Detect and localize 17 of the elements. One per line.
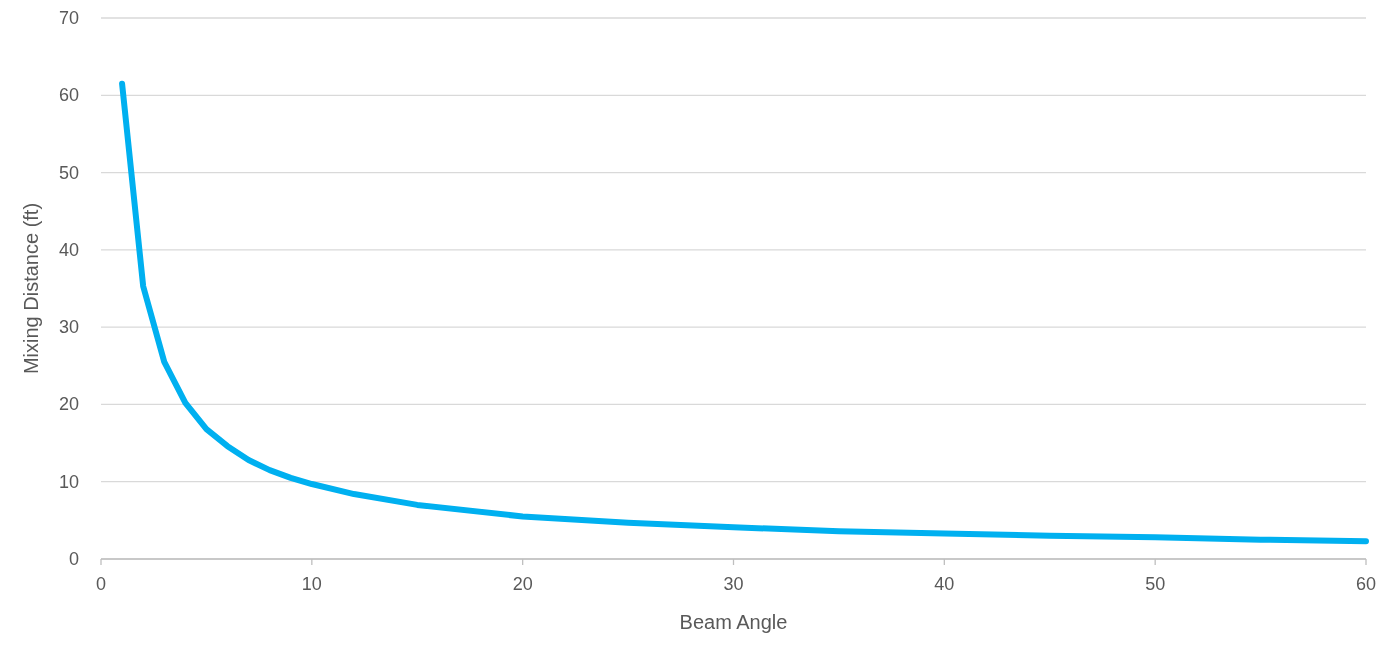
x-tick-label: 30	[723, 574, 744, 594]
y-tick-label: 70	[58, 8, 79, 28]
y-tick-label: 0	[68, 549, 79, 569]
y-tick-label: 40	[58, 239, 79, 260]
x-tick-label: 60	[1355, 574, 1377, 594]
y-tick-label: 50	[58, 162, 79, 183]
x-tick-label: 0	[95, 574, 107, 594]
y-tick-label: 20	[58, 394, 79, 415]
y-tick-label: 10	[58, 471, 79, 492]
y-tick-label: 60	[58, 85, 79, 106]
x-tick-label: 20	[512, 574, 533, 594]
x-tick-label: 40	[934, 574, 955, 594]
x-tick-label: 50	[1145, 574, 1166, 594]
x-tick-label: 10	[301, 574, 322, 594]
y-tick-label: 30	[58, 317, 79, 338]
x-axis-title: Beam Angle	[679, 611, 788, 633]
y-axis-title: Mixing Distance (ft)	[20, 202, 42, 375]
